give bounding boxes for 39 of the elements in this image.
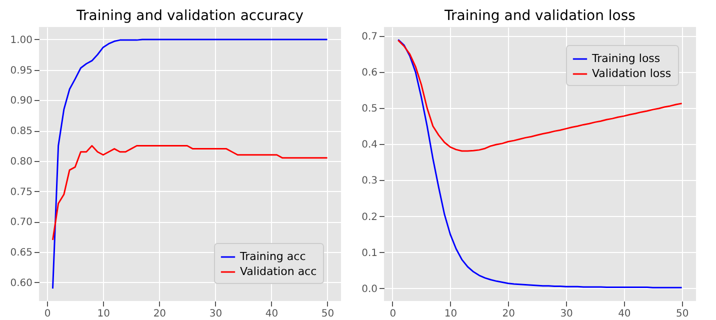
x-tick-label: 20 bbox=[153, 308, 166, 320]
y-tick-label: 0.1 bbox=[362, 248, 378, 259]
y-tick-label: 0.0 bbox=[362, 284, 378, 295]
x-tick-label: 10 bbox=[444, 308, 458, 320]
x-tick-label: 40 bbox=[265, 308, 278, 320]
legend-label: Validation loss bbox=[592, 67, 672, 80]
y-tick-label: 0.3 bbox=[362, 176, 378, 187]
chart-title: Training and validation accuracy bbox=[75, 8, 304, 24]
x-tick-label: 30 bbox=[209, 308, 222, 320]
y-tick-label: 0.90 bbox=[10, 96, 32, 107]
y-tick-label: 0.65 bbox=[10, 248, 32, 259]
x-tick-label: 0 bbox=[44, 308, 51, 320]
x-tick-label: 40 bbox=[618, 308, 631, 320]
legend-label: Training acc bbox=[239, 250, 306, 263]
line-series bbox=[397, 38, 683, 288]
line-series bbox=[397, 40, 683, 152]
line-series bbox=[52, 38, 328, 290]
y-tick-label: 1.00 bbox=[10, 34, 32, 46]
x-tick-label: 10 bbox=[97, 308, 110, 320]
y-tick-label: 0.85 bbox=[10, 126, 32, 138]
y-tick-label: 0.80 bbox=[10, 156, 32, 168]
x-tick-label: 30 bbox=[560, 308, 573, 320]
y-tick-label: 0.6 bbox=[362, 68, 378, 79]
y-tick-label: 0.60 bbox=[10, 278, 32, 289]
chart-title: Training and validation loss bbox=[444, 8, 636, 24]
line-series bbox=[52, 145, 328, 241]
x-tick-label: 0 bbox=[390, 308, 396, 320]
y-tick-label: 0.75 bbox=[10, 186, 32, 198]
y-tick-label: 0.2 bbox=[362, 212, 378, 223]
x-tick-label: 50 bbox=[676, 308, 689, 320]
y-tick-label: 0.95 bbox=[10, 65, 32, 76]
legend-label: Training loss bbox=[591, 52, 660, 65]
x-tick-label: 50 bbox=[321, 308, 334, 320]
y-tick-label: 0.70 bbox=[10, 217, 32, 228]
y-tick-label: 0.5 bbox=[362, 104, 378, 115]
legend-label: Validation acc bbox=[240, 265, 317, 278]
y-tick-label: 0.7 bbox=[362, 32, 378, 43]
y-tick-label: 0.4 bbox=[362, 140, 378, 151]
x-tick-label: 20 bbox=[502, 308, 516, 320]
